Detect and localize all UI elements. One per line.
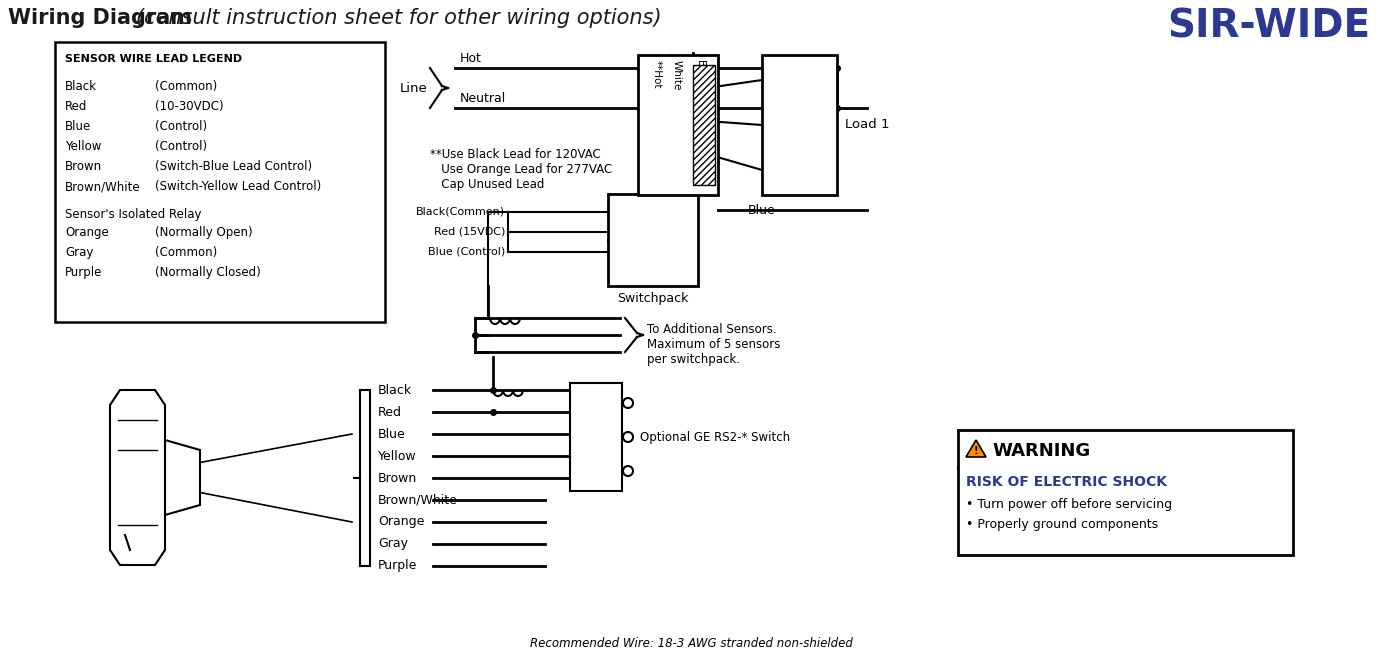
Text: Red: Red bbox=[379, 406, 402, 418]
Text: • Turn power off before servicing: • Turn power off before servicing bbox=[966, 498, 1172, 511]
Text: Recommended Wire: 18-3 AWG stranded non-shielded: Recommended Wire: 18-3 AWG stranded non-… bbox=[529, 637, 853, 650]
Bar bbox=[55, 42, 386, 322]
Text: Yellow: Yellow bbox=[379, 450, 416, 463]
Text: Purple: Purple bbox=[379, 560, 417, 572]
Text: Cap Unused Lead: Cap Unused Lead bbox=[430, 178, 545, 191]
Text: (Common): (Common) bbox=[155, 246, 217, 259]
Text: Gray: Gray bbox=[65, 246, 94, 259]
Text: Red (15VDC): Red (15VDC) bbox=[434, 227, 504, 237]
Bar bbox=[958, 430, 1294, 555]
Text: Yellow: Yellow bbox=[65, 140, 101, 153]
Text: Switchpack: Switchpack bbox=[618, 292, 688, 305]
Text: Gray: Gray bbox=[379, 537, 408, 550]
Bar bbox=[608, 194, 698, 286]
Text: Purple: Purple bbox=[65, 266, 102, 279]
Text: Brown/White: Brown/White bbox=[379, 493, 457, 507]
Text: (Normally Closed): (Normally Closed) bbox=[155, 266, 261, 279]
Text: To Additional Sensors.
Maximum of 5 sensors
per switchpack.: To Additional Sensors. Maximum of 5 sens… bbox=[647, 323, 781, 366]
Text: (consult instruction sheet for other wiring options): (consult instruction sheet for other wir… bbox=[135, 8, 662, 28]
Text: WARNING: WARNING bbox=[992, 442, 1090, 460]
Bar bbox=[569, 383, 622, 491]
Text: Use Orange Lead for 277VAC: Use Orange Lead for 277VAC bbox=[430, 163, 612, 176]
Text: (Common): (Common) bbox=[155, 80, 217, 93]
Bar bbox=[692, 65, 714, 185]
Polygon shape bbox=[966, 440, 985, 457]
Text: Black: Black bbox=[379, 384, 412, 396]
Text: RISK OF ELECTRIC SHOCK: RISK OF ELECTRIC SHOCK bbox=[966, 475, 1166, 489]
Text: SENSOR WIRE LEAD LEGEND: SENSOR WIRE LEAD LEGEND bbox=[65, 54, 242, 64]
Bar bbox=[761, 55, 837, 195]
Text: !: ! bbox=[974, 446, 978, 456]
Text: Load 1: Load 1 bbox=[844, 118, 890, 131]
Text: Brown/White: Brown/White bbox=[65, 180, 141, 193]
Text: Blue (Control): Blue (Control) bbox=[428, 247, 504, 257]
Text: Brown: Brown bbox=[379, 471, 417, 485]
Text: (10-30VDC): (10-30VDC) bbox=[155, 100, 224, 113]
Text: Blue: Blue bbox=[379, 428, 406, 440]
Text: Black(Common): Black(Common) bbox=[416, 207, 504, 217]
Circle shape bbox=[623, 466, 633, 476]
Bar bbox=[638, 55, 719, 195]
Text: SIR-WIDE: SIR-WIDE bbox=[1166, 8, 1370, 46]
Text: White: White bbox=[672, 60, 681, 90]
Text: Orange: Orange bbox=[65, 226, 109, 239]
Text: Neutral: Neutral bbox=[460, 92, 506, 105]
Text: Hot: Hot bbox=[460, 52, 482, 65]
Text: Wiring Diagram: Wiring Diagram bbox=[8, 8, 199, 28]
Text: (Switch-Yellow Lead Control): (Switch-Yellow Lead Control) bbox=[155, 180, 321, 193]
Text: (Control): (Control) bbox=[155, 140, 207, 153]
Text: **Hot: **Hot bbox=[652, 60, 662, 88]
Text: (Normally Open): (Normally Open) bbox=[155, 226, 253, 239]
Text: Brown: Brown bbox=[65, 160, 102, 173]
Text: • Properly ground components: • Properly ground components bbox=[966, 518, 1158, 531]
Text: Orange: Orange bbox=[379, 515, 424, 529]
Text: **Use Black Lead for 120VAC: **Use Black Lead for 120VAC bbox=[430, 148, 601, 161]
Circle shape bbox=[623, 398, 633, 408]
Text: Blue: Blue bbox=[748, 203, 775, 216]
Text: Red: Red bbox=[65, 100, 87, 113]
Text: Optional GE RS2-* Switch: Optional GE RS2-* Switch bbox=[640, 430, 791, 444]
Text: Blue: Blue bbox=[695, 60, 705, 83]
Text: Line: Line bbox=[399, 82, 428, 94]
Circle shape bbox=[623, 432, 633, 442]
Text: (Switch-Blue Lead Control): (Switch-Blue Lead Control) bbox=[155, 160, 312, 173]
Text: Sensor's Isolated Relay: Sensor's Isolated Relay bbox=[65, 208, 202, 221]
Text: Blue: Blue bbox=[65, 120, 91, 133]
Text: Black: Black bbox=[65, 80, 97, 93]
Text: (Control): (Control) bbox=[155, 120, 207, 133]
